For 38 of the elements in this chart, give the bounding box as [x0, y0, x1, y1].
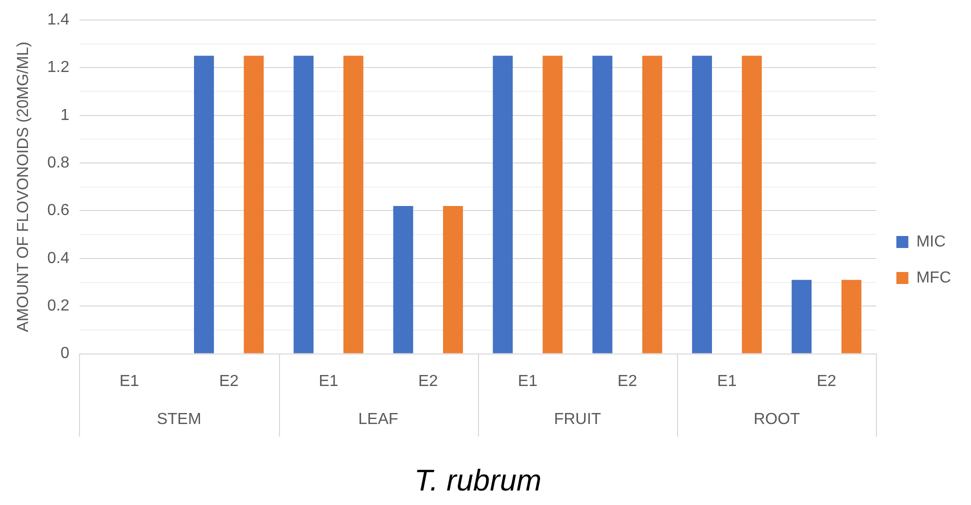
y-axis-title: AMOUNT OF FLOVONOIDS (20MG/ML) — [15, 42, 32, 332]
legend-label: MIC — [916, 233, 946, 250]
y-tick-label: 0.4 — [47, 250, 70, 267]
text: FRUIT — [554, 411, 602, 428]
bar — [294, 56, 314, 354]
bar — [642, 56, 662, 354]
x-tick-label: E2 — [219, 372, 239, 390]
y-tick-label: 0.2 — [47, 298, 70, 315]
bar — [194, 56, 214, 354]
x-tick-label: E2 — [618, 372, 638, 390]
text: ROOT — [754, 411, 800, 428]
bar — [343, 56, 364, 354]
x-tick-label: E1 — [518, 372, 538, 390]
x-axis-title: T. rubrum — [414, 464, 542, 498]
x-tick-label: E1 — [318, 372, 338, 390]
bar — [841, 280, 862, 354]
bar — [244, 56, 264, 354]
x-tick-label: E2 — [816, 372, 836, 390]
x-tick-label: E1 — [717, 372, 737, 390]
y-tick-label: 0 — [60, 345, 70, 362]
x-tick-label: E2 — [418, 372, 438, 390]
y-tick-label: 0.8 — [47, 154, 70, 172]
bar — [393, 206, 414, 354]
x-tick-label: E1 — [119, 372, 140, 390]
bar — [492, 56, 513, 354]
y-tick-label: 1.2 — [47, 59, 70, 76]
text: STEM — [156, 411, 202, 428]
bar — [542, 56, 563, 354]
y-tick-label: 0.6 — [47, 202, 70, 220]
bar — [692, 56, 712, 354]
bar — [742, 56, 762, 354]
y-tick-label: 1 — [60, 106, 70, 124]
text: LEAF — [358, 411, 399, 428]
bar — [443, 206, 463, 354]
bar — [592, 56, 612, 354]
y-tick-label: 1.4 — [47, 11, 70, 28]
bar — [792, 280, 812, 354]
legend-label: MFC — [916, 269, 951, 286]
